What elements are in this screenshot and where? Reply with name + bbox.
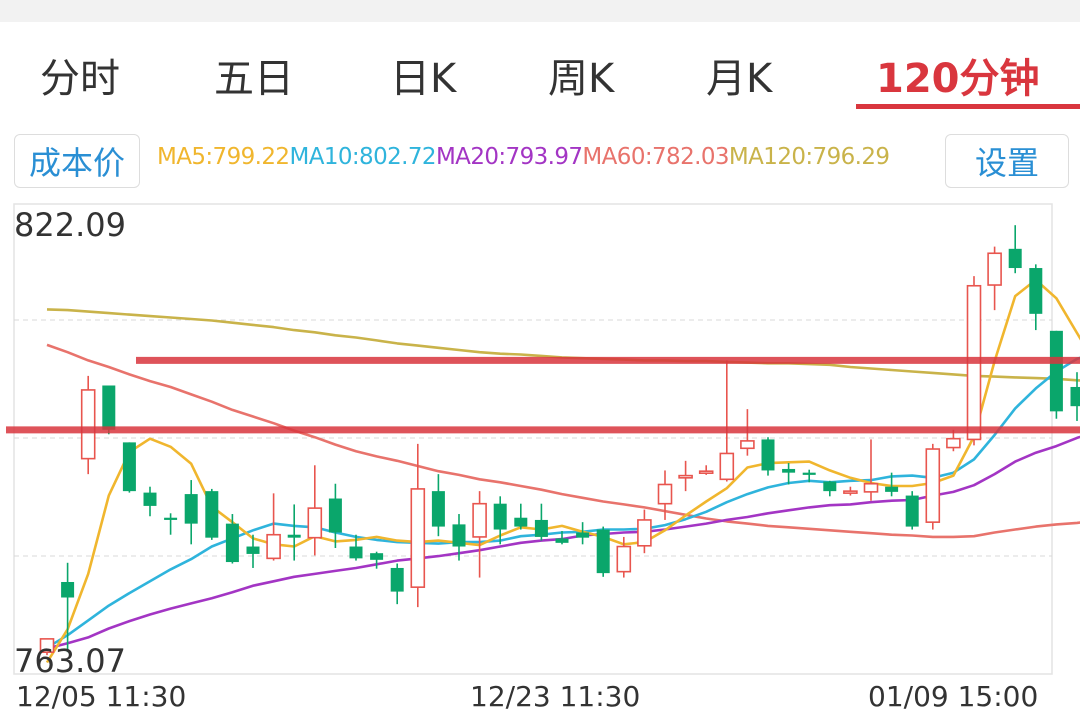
tab-weekly-k[interactable]: 周K (548, 56, 615, 102)
candle-body-up (657, 483, 673, 505)
tab-intraday[interactable]: 分时 (40, 56, 120, 102)
candle-body-up (616, 545, 632, 573)
candle-body-down (802, 472, 816, 475)
candle-body-down (761, 439, 775, 471)
candle-body-up (678, 474, 693, 479)
candle-body-down (61, 581, 75, 598)
candle-body-down (1008, 248, 1022, 269)
kline-chart[interactable] (0, 190, 1080, 690)
candle-body-up (987, 252, 1002, 286)
candle-body-down (885, 486, 899, 492)
candle-body-down (205, 491, 219, 538)
candle-body-down (370, 553, 384, 560)
candle-body-down (225, 523, 239, 563)
candle-body-down (102, 385, 116, 430)
candle-body-down (514, 517, 528, 527)
x-axis-label-start: 12/05 11:30 (16, 680, 187, 713)
chart-grid (13, 203, 1053, 675)
ma10-value: MA10:802.72 (289, 144, 436, 170)
candle-body-down (143, 492, 157, 506)
x-axis-label-middle: 12/23 11:30 (470, 680, 641, 713)
candle-body-down (287, 534, 301, 538)
candle-body-down (431, 491, 445, 527)
candle-body-down (576, 532, 590, 538)
candle-body-up (410, 488, 426, 588)
candle-body-up (266, 533, 281, 560)
candle-body-up (740, 440, 755, 450)
tab-120-minute[interactable]: 120分钟 (876, 56, 1040, 102)
y-axis-max-label: 822.09 (14, 206, 126, 244)
candle-body-up (39, 638, 55, 653)
candle-body-up (698, 470, 714, 474)
candle-body-down (122, 442, 136, 492)
candle-body-down (782, 468, 796, 473)
ma60-value: MA60:782.03 (582, 144, 729, 170)
moving-average-lines (45, 278, 1080, 664)
candle-body-up (925, 448, 941, 523)
candle-body-down (534, 519, 548, 537)
tab-daily-k[interactable]: 日K (390, 56, 457, 102)
support-resistance-lines[interactable] (6, 356, 1080, 434)
cost-price-button[interactable]: 成本价 (14, 134, 140, 188)
candle-body-down (349, 546, 363, 559)
candle-body-up (863, 482, 879, 493)
ma5-value: MA5:799.22 (157, 144, 290, 170)
candle-body-up (843, 490, 858, 494)
ma120-value: MA120:796.29 (728, 144, 890, 170)
ma60-line (46, 343, 1080, 539)
status-bar-strip (0, 0, 1080, 22)
candle-body-down (184, 494, 198, 524)
settings-button[interactable]: 设置 (945, 134, 1069, 188)
y-axis-min-label: 763.07 (14, 642, 126, 680)
tab-five-day[interactable]: 五日 (214, 56, 294, 102)
candle-body-down (596, 529, 610, 574)
candle-body-up (946, 437, 961, 449)
ma-values: MA5:799.22MA10:802.72MA20:793.97MA60:782… (157, 144, 890, 170)
candle-body-down (246, 546, 260, 554)
candlesticks (39, 225, 1080, 656)
candle-body-up (637, 519, 652, 547)
candle-body-down (1070, 386, 1080, 407)
active-tab-indicator (856, 104, 1080, 109)
ma-legend-bar: 成本价 MA5:799.22MA10:802.72MA20:793.97MA60… (0, 130, 1080, 190)
candle-body-down (905, 495, 919, 527)
candle-body-up (307, 507, 323, 539)
candle-body-down (390, 567, 404, 592)
candle-body-up (719, 452, 735, 481)
x-axis-label-end: 01/09 15:00 (868, 680, 1039, 713)
period-tab-bar: 分时 五日 日K 周K 月K 120分钟 (0, 22, 1080, 114)
candle-body-down (328, 498, 342, 533)
candle-body-down (493, 503, 507, 530)
candle-body-down (1029, 268, 1043, 314)
tab-monthly-k[interactable]: 月K (706, 56, 773, 102)
candle-body-up (80, 389, 96, 460)
candle-body-down (823, 481, 837, 492)
candle-body-down (164, 517, 178, 520)
chart-frame (13, 203, 1053, 675)
candle-body-down (555, 538, 569, 543)
candle-body-down (452, 524, 466, 547)
ma5-line (45, 278, 1080, 664)
candle-body-up (472, 502, 487, 538)
candle-body-down (1049, 330, 1063, 412)
ma20-value: MA20:793.97 (435, 144, 583, 170)
